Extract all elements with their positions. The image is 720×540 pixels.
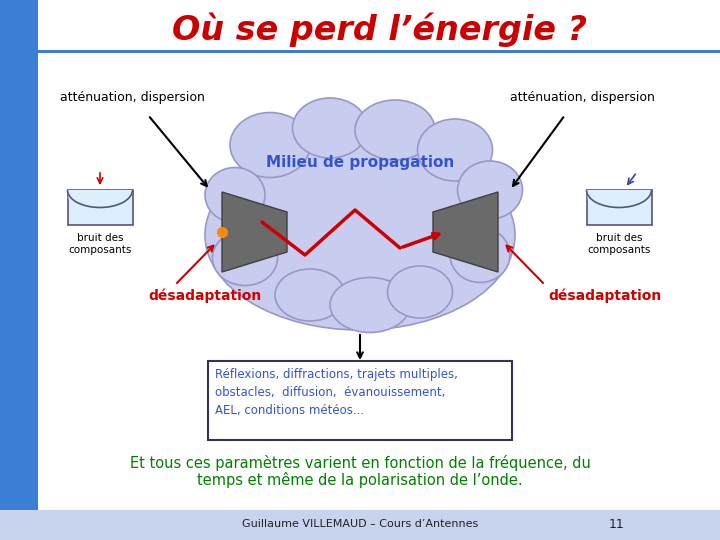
- Text: Guillaume VILLEMAUD – Cours d’Antennes: Guillaume VILLEMAUD – Cours d’Antennes: [242, 519, 478, 529]
- Text: bruit des
composants: bruit des composants: [588, 233, 651, 254]
- FancyBboxPatch shape: [68, 190, 133, 225]
- Ellipse shape: [205, 140, 515, 330]
- Text: désadaptation: désadaptation: [548, 289, 661, 303]
- FancyBboxPatch shape: [587, 190, 652, 225]
- Ellipse shape: [387, 266, 452, 318]
- Ellipse shape: [355, 100, 435, 160]
- Ellipse shape: [275, 269, 345, 321]
- Text: Réflexions, diffractions, trajets multiples,
obstacles,  diffusion,  évanouissem: Réflexions, diffractions, trajets multip…: [215, 368, 458, 417]
- Text: désadaptation: désadaptation: [148, 289, 261, 303]
- FancyBboxPatch shape: [208, 361, 512, 440]
- Text: Et tous ces paramètres varient en fonction de la fréquence, du: Et tous ces paramètres varient en foncti…: [130, 455, 590, 471]
- Polygon shape: [222, 192, 287, 272]
- Ellipse shape: [450, 227, 510, 282]
- Polygon shape: [433, 192, 498, 272]
- Text: temps et même de la polarisation de l’onde.: temps et même de la polarisation de l’on…: [197, 472, 523, 488]
- Ellipse shape: [418, 119, 492, 181]
- Bar: [0, 510, 720, 540]
- Bar: [38, 50, 720, 53]
- Text: Où se perd l’énergie ?: Où se perd l’énergie ?: [171, 13, 587, 47]
- Text: Milieu de propagation: Milieu de propagation: [266, 156, 454, 171]
- Wedge shape: [68, 190, 132, 222]
- Text: 11: 11: [609, 517, 625, 530]
- Ellipse shape: [292, 98, 367, 158]
- Ellipse shape: [212, 231, 277, 286]
- Wedge shape: [587, 190, 652, 222]
- Ellipse shape: [457, 161, 523, 219]
- Ellipse shape: [330, 278, 410, 333]
- Ellipse shape: [230, 112, 310, 178]
- Text: atténuation, dispersion: atténuation, dispersion: [510, 91, 655, 105]
- Ellipse shape: [205, 167, 265, 222]
- Text: bruit des
composants: bruit des composants: [68, 233, 132, 254]
- Text: atténuation, dispersion: atténuation, dispersion: [60, 91, 205, 105]
- Bar: [0, 0, 38, 510]
